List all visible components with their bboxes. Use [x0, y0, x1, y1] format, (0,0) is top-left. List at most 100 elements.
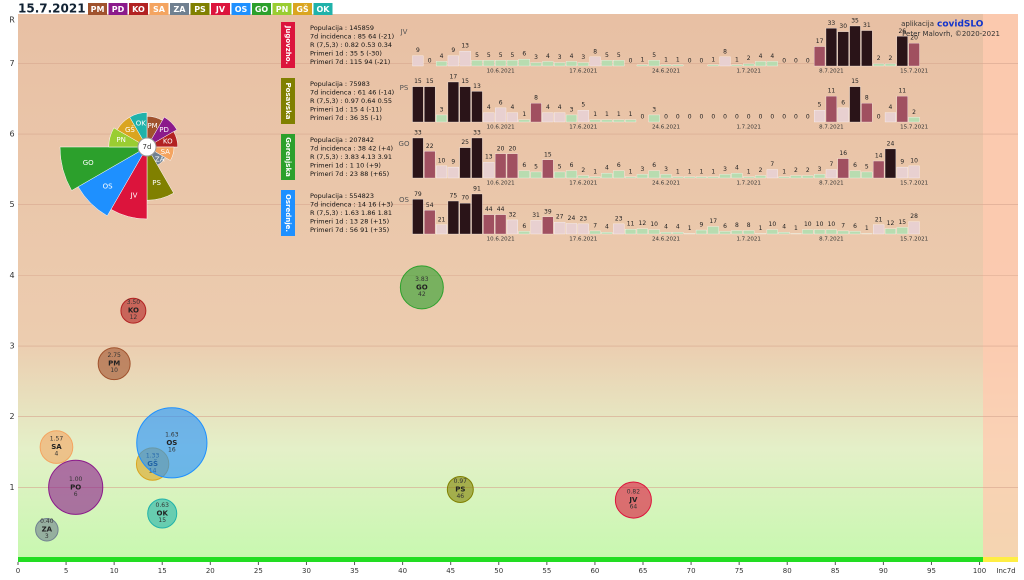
bar-value-label: 1: [593, 168, 597, 175]
bar-value-label: 0: [770, 114, 774, 121]
bar-value-label: 20: [910, 35, 918, 42]
bar: [613, 224, 624, 234]
bar: [791, 176, 802, 178]
bar-value-label: 9: [700, 222, 704, 229]
bar: [743, 230, 754, 234]
bar: [531, 103, 542, 122]
bar-value-label: 9: [451, 159, 455, 166]
panel-tag-label: Osrednje.: [284, 194, 292, 232]
bar-value-label: 4: [605, 224, 609, 231]
bar-value-label: 4: [735, 165, 739, 172]
bar: [413, 56, 424, 66]
y-tick-label: 3: [9, 342, 14, 351]
x-tick-label: 35: [350, 567, 359, 575]
bar: [602, 232, 613, 234]
bar: [850, 171, 861, 178]
bar-chart-name: OS: [399, 196, 410, 204]
bar: [531, 172, 542, 178]
bar-value-label: 6: [522, 162, 526, 169]
bar: [613, 60, 624, 66]
bar: [413, 199, 424, 234]
bar: [802, 230, 813, 234]
bubble-x-label: 16: [168, 446, 176, 453]
bar-value-label: 10: [828, 221, 836, 228]
bar: [590, 231, 601, 234]
bar: [578, 176, 589, 178]
rose-label: PM: [147, 122, 157, 130]
region-tag-label: PS: [194, 5, 206, 14]
bar-value-label: 32: [509, 211, 517, 218]
bubble-r-label: 0.82: [627, 489, 641, 496]
panel-tag-label: Gorenjska: [284, 137, 292, 177]
bar-value-label: 6: [617, 162, 621, 169]
bar: [472, 60, 483, 66]
bar: [413, 87, 424, 122]
bar-value-label: 12: [887, 220, 895, 227]
bar-value-label: 20: [497, 145, 505, 152]
bar: [519, 171, 530, 178]
panel-stat: Primeri 7d : 56 91 (+35): [310, 226, 389, 234]
bar-value-label: 0: [428, 58, 432, 65]
panel-stat: Primeri 1d : 15 4 (-11): [310, 106, 382, 114]
bar: [637, 229, 648, 234]
x-date-label: 10.6.2021: [487, 69, 515, 75]
panel-stat: 7d incidenca : 85 64 (-21): [310, 33, 394, 41]
x-tick-label: 100: [973, 567, 986, 575]
bar: [566, 223, 577, 234]
x-axis-title: Inc7d: [996, 567, 1015, 575]
bar: [519, 231, 530, 234]
bar-value-label: 2: [747, 55, 751, 62]
x-tick-label: 80: [783, 567, 792, 575]
bar: [743, 177, 754, 178]
bubble-x-label: 42: [418, 291, 426, 298]
bar: [708, 227, 719, 234]
bar-value-label: 6: [841, 99, 845, 106]
bar: [720, 57, 731, 66]
bar-value-label: 3: [723, 166, 727, 173]
x-date-label: 17.6.2021: [569, 237, 597, 243]
bar: [507, 60, 518, 66]
bar-value-label: 6: [522, 51, 526, 58]
bar-value-label: 1: [640, 56, 644, 63]
bubble-r-label: 2.75: [107, 352, 121, 359]
bar: [483, 60, 494, 66]
y-tick-label: 4: [9, 271, 14, 280]
bar-value-label: 5: [581, 102, 585, 109]
x-tick-label: 90: [879, 567, 888, 575]
x-date-label: 1.7.2021: [736, 125, 761, 131]
bar-value-label: 0: [640, 114, 644, 121]
bar: [413, 138, 424, 178]
bar-chart-name: GO: [399, 140, 410, 148]
rose-label: OK: [136, 120, 147, 128]
bar: [495, 60, 506, 66]
bar-value-label: 7: [593, 222, 597, 229]
bar: [531, 220, 542, 234]
bar-value-label: 8: [534, 95, 538, 102]
bar: [814, 47, 825, 66]
brand: covidSLO: [937, 20, 984, 30]
bar: [531, 63, 542, 66]
x-tick-label: 65: [639, 567, 648, 575]
bar-value-label: 17: [816, 38, 824, 45]
bar-value-label: 8: [723, 48, 727, 55]
bar-value-label: 15: [426, 78, 434, 85]
bar-value-label: 0: [700, 114, 704, 121]
region-tag-label: PN: [276, 5, 289, 14]
y-tick-label: 6: [9, 130, 14, 139]
region-tag-label: KO: [132, 5, 145, 14]
bar: [649, 60, 660, 66]
bar-value-label: 33: [414, 130, 422, 137]
bar-value-label: 4: [676, 224, 680, 231]
bar: [802, 176, 813, 178]
bar: [696, 230, 707, 234]
x-tick-label: 95: [927, 567, 936, 575]
bar-value-label: 3: [652, 106, 656, 113]
bar: [495, 215, 506, 234]
bar: [436, 166, 447, 178]
bar-value-label: 0: [806, 114, 810, 121]
bar: [460, 87, 471, 122]
region-tag-label: JV: [215, 5, 226, 14]
bar: [743, 64, 754, 66]
bar-value-label: 9: [451, 47, 455, 54]
x-date-label: 24.6.2021: [652, 69, 680, 75]
